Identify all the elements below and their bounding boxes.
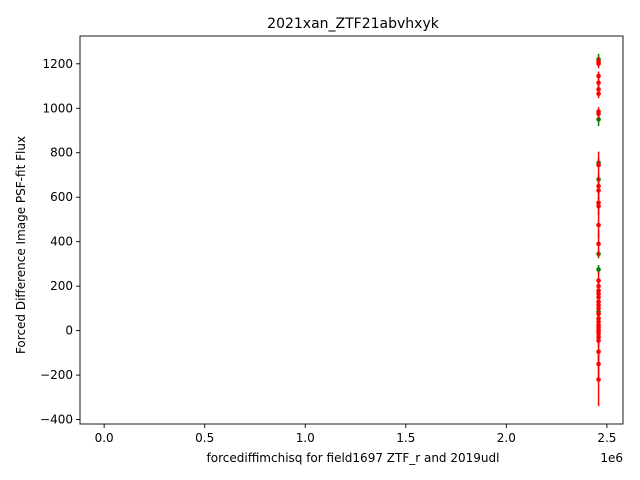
data-point (596, 61, 601, 67)
y-tick-label: 1000 (42, 101, 73, 115)
y-tick-label: 0 (65, 324, 73, 338)
chart-title: 2021xan_ZTF21abvhxyk (267, 16, 440, 32)
x-tick-label: 2.5 (597, 431, 616, 445)
y-tick-label: 1200 (42, 57, 73, 71)
x-tick-label: 2.0 (497, 431, 516, 445)
data-point (596, 222, 601, 228)
y-tick-label: 400 (50, 235, 73, 249)
series-1 (596, 57, 601, 407)
x-tick-label: 0.5 (195, 431, 214, 445)
y-tick-label: 800 (50, 146, 73, 160)
y-axis-label: Forced Difference Image PSF-fit Flux (14, 136, 28, 354)
data-point (596, 267, 601, 272)
x-tick-label: 0.0 (95, 431, 114, 445)
data-point (596, 91, 601, 97)
data-point (596, 162, 601, 168)
x-tick-label: 1.0 (296, 431, 315, 445)
y-tick-label: 600 (50, 190, 73, 204)
plot-frame (79, 35, 624, 425)
x-tick-label: 1.5 (396, 431, 415, 445)
y-tick-label: −400 (40, 413, 73, 427)
data-point (596, 188, 601, 193)
y-tick-label: 200 (50, 279, 73, 293)
axes-layer: 0.0 0.5 1.0 1.5 2.0 2.5 −400 −200 0 200 400 600 800 1… (40, 35, 624, 445)
data-point (596, 338, 601, 343)
data-point (596, 111, 601, 117)
data-point (596, 241, 601, 247)
data-point (596, 73, 601, 79)
data-point (596, 87, 601, 92)
x-axis-label: forcediffimchisq for field1697 ZTF_r and… (207, 451, 500, 465)
data-point (596, 117, 601, 122)
y-tick-label: −200 (40, 368, 73, 382)
data-point (596, 203, 601, 209)
data-point (596, 377, 601, 382)
x-axis-offset-label: 1e6 (600, 451, 623, 465)
data-layer (596, 53, 601, 407)
data-point (596, 80, 601, 85)
